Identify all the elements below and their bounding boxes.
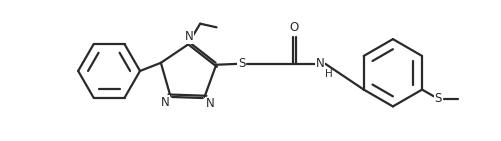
Text: S: S — [434, 92, 441, 105]
Text: H: H — [325, 69, 333, 79]
Text: N: N — [184, 30, 193, 43]
Text: N: N — [315, 57, 324, 70]
Text: N: N — [160, 96, 169, 109]
Text: O: O — [289, 21, 299, 34]
Text: S: S — [237, 57, 245, 70]
Text: N: N — [205, 97, 214, 110]
